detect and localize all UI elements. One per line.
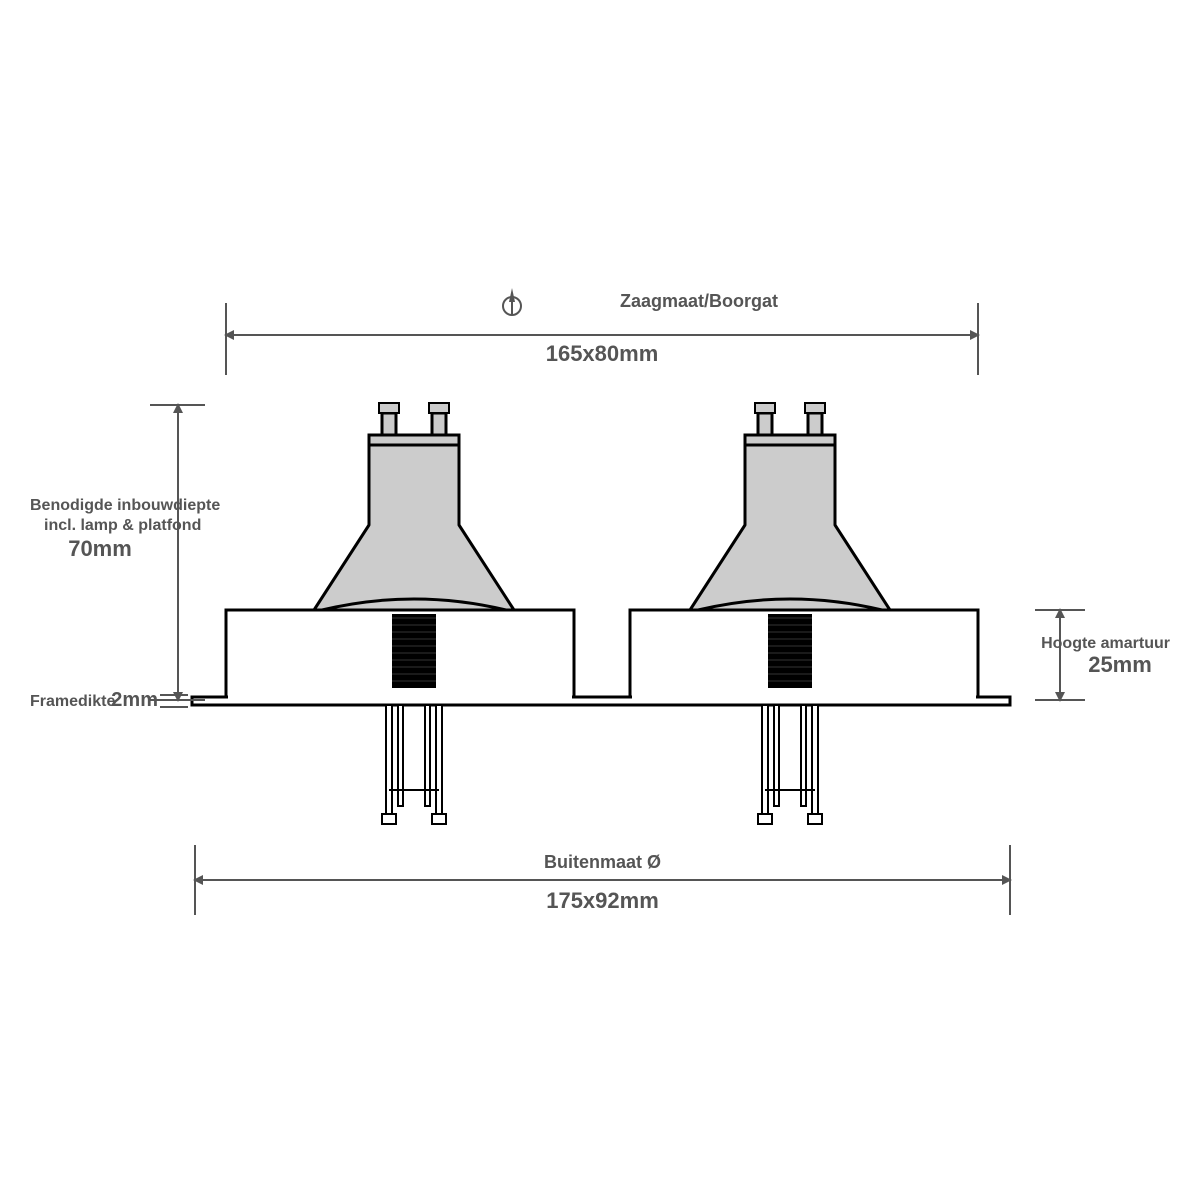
svg-text:Hoogte amartuur: Hoogte amartuur	[1041, 635, 1170, 652]
technical-diagram: Zaagmaat/Boorgat 165x80mm Benodigde inbouw…	[0, 0, 1200, 1200]
svg-text:165x80mm: 165x80mm	[546, 341, 659, 366]
svg-text:Benodigde inbouwdiepte: Benodigde inbouwdiepte	[30, 497, 220, 514]
svg-text:175x92mm: 175x92mm	[546, 888, 659, 913]
svg-text:Zaagmaat/Boorgat: Zaagmaat/Boorgat	[620, 291, 778, 311]
svg-text:25mm: 25mm	[1088, 652, 1152, 677]
svg-text:2mm: 2mm	[111, 689, 158, 711]
svg-text:Buitenmaat Ø: Buitenmaat Ø	[544, 852, 661, 872]
svg-text:Framedikte: Framedikte	[30, 693, 115, 710]
svg-text:70mm: 70mm	[68, 536, 132, 561]
svg-text:incl. lamp & platfond: incl. lamp & platfond	[44, 517, 201, 534]
